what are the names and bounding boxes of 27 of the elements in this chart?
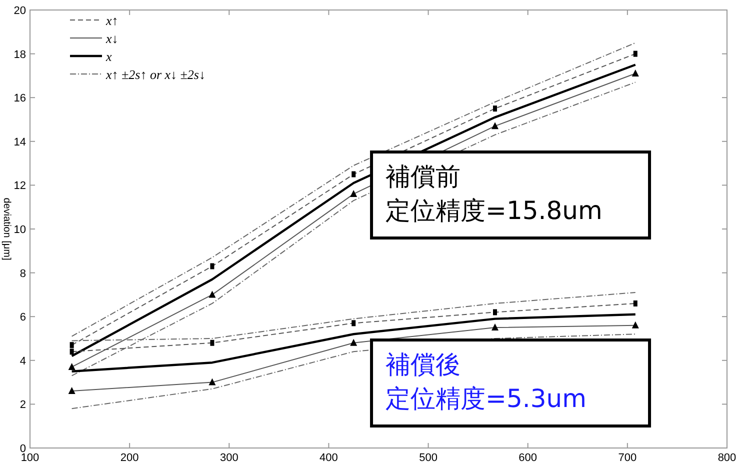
x-tick-label: 200 xyxy=(120,452,139,464)
y-tick-label: 6 xyxy=(20,312,26,324)
x-tick-label: 700 xyxy=(618,452,637,464)
x-tick-label: 400 xyxy=(320,452,338,464)
y-tick-label: 16 xyxy=(14,92,26,105)
x-tick-label: 500 xyxy=(419,452,438,464)
legend-label: x↑ ±2s↑ or x↓ ±2s↓ xyxy=(105,67,206,82)
y-axis-title: deviation [μm] xyxy=(1,198,12,260)
x-tick-label: 800 xyxy=(718,452,736,464)
y-tick-label: 2 xyxy=(20,399,26,412)
annotation: 補償前 xyxy=(386,162,461,191)
legend-label: x↓ xyxy=(105,31,118,46)
y-tick-label: 12 xyxy=(14,180,26,192)
y-tick-label: 18 xyxy=(14,48,26,61)
y-tick-label: 4 xyxy=(20,355,26,368)
x-tick-label: 600 xyxy=(518,452,538,464)
y-tick-label: 10 xyxy=(14,224,26,236)
x-tick-label: 100 xyxy=(20,452,40,464)
legend-label: x xyxy=(105,49,112,64)
y-tick-label: 20 xyxy=(14,5,26,17)
annotation: 定位精度=15.8um xyxy=(386,196,602,225)
y-tick-label: 8 xyxy=(20,268,26,280)
legend-label: x↑ xyxy=(105,13,118,28)
annotation: 定位精度=5.3um xyxy=(386,384,586,413)
y-tick-label: 14 xyxy=(14,136,26,148)
annotation: 補償後 xyxy=(386,350,461,379)
x-tick-label: 300 xyxy=(220,452,238,464)
